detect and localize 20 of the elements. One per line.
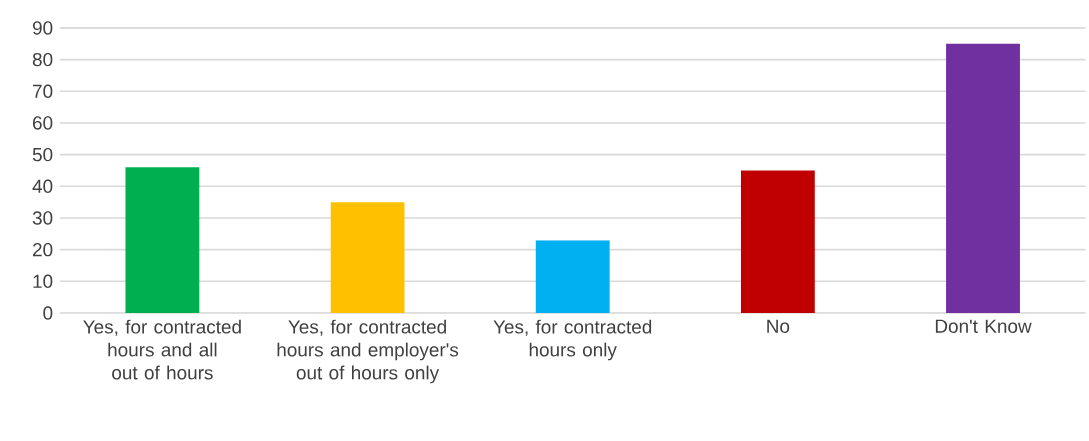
y-tick-label: 70: [33, 84, 53, 99]
x-tick-label: No: [767, 319, 790, 334]
y-tick-label: 60: [33, 116, 53, 130]
y-tick-label: 30: [32, 211, 53, 225]
x-tick-label: Yes, for contracted hours only: [493, 319, 652, 361]
x-tick-label: Don't Know: [935, 319, 1032, 334]
x-tick-label: Yes, for contracted hours and all out of hours: [83, 319, 241, 380]
y-tick-label: 20: [32, 243, 53, 257]
bar: [946, 43, 1020, 314]
bar: [535, 240, 610, 314]
bar: [740, 170, 815, 314]
y-tick-label: 80: [32, 53, 53, 67]
y-tick-label: 90: [32, 21, 53, 35]
bar: [330, 202, 405, 314]
x-tick-label: Yes, for contracted hours and employer's out of hours only: [277, 319, 459, 384]
y-tick-label: 10: [33, 274, 53, 289]
bar: [125, 167, 200, 314]
y-tick-label: 50: [32, 148, 53, 162]
y-tick-label: 0: [43, 306, 53, 320]
y-tick-label: 40: [32, 179, 53, 194]
